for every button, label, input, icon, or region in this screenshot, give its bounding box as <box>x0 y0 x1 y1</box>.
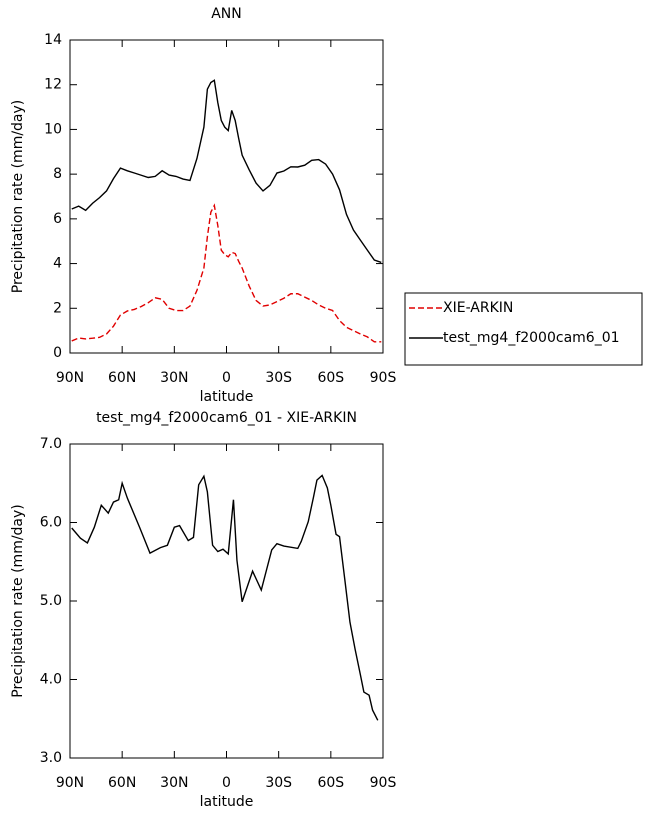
legend-label: test_mg4_f2000cam6_01 <box>443 330 620 346</box>
x-tick-label: 60N <box>108 370 136 386</box>
x-tick-label: 0 <box>222 775 231 791</box>
y-tick-label: 12 <box>44 77 62 93</box>
chart-title: test_mg4_f2000cam6_01 - XIE-ARKIN <box>96 410 357 426</box>
y-tick-label: 4.0 <box>40 672 62 688</box>
y-tick-label: 5.0 <box>40 593 62 609</box>
data-line <box>71 203 382 343</box>
chart-title: ANN <box>211 6 242 22</box>
plot-frame <box>69 39 384 354</box>
x-axis-label: latitude <box>200 794 254 810</box>
legend-box <box>404 292 643 366</box>
y-tick-label: 3.0 <box>40 750 62 766</box>
y-tick-label: 10 <box>44 121 62 137</box>
y-tick-label: 14 <box>44 32 62 48</box>
x-tick-label: 60S <box>317 775 344 791</box>
x-tick-label: 90N <box>56 370 84 386</box>
y-tick-label: 7.0 <box>40 436 62 452</box>
x-tick-label: 30N <box>160 775 188 791</box>
x-tick-label: 30S <box>265 775 292 791</box>
plot-frame <box>69 443 384 759</box>
x-tick-label: 60S <box>317 370 344 386</box>
legend-label: XIE-ARKIN <box>443 300 513 316</box>
x-tick-label: 30N <box>160 370 188 386</box>
y-tick-label: 0 <box>53 345 62 361</box>
y-tick-label: 6 <box>53 211 62 227</box>
x-tick-label: 60N <box>108 775 136 791</box>
data-line <box>71 474 379 721</box>
x-tick-label: 90S <box>370 775 397 791</box>
y-axis-label: Precipitation rate (mm/day) <box>10 100 26 294</box>
data-line <box>71 79 382 264</box>
x-tick-label: 0 <box>222 370 231 386</box>
y-tick-label: 4 <box>53 256 62 272</box>
x-tick-label: 90N <box>56 775 84 791</box>
y-axis-label: Precipitation rate (mm/day) <box>10 504 26 698</box>
x-tick-label: 90S <box>370 370 397 386</box>
y-tick-label: 8 <box>53 166 62 182</box>
y-tick-label: 2 <box>53 300 62 316</box>
x-tick-label: 30S <box>265 370 292 386</box>
y-tick-label: 6.0 <box>40 515 62 531</box>
x-axis-label: latitude <box>200 389 254 405</box>
